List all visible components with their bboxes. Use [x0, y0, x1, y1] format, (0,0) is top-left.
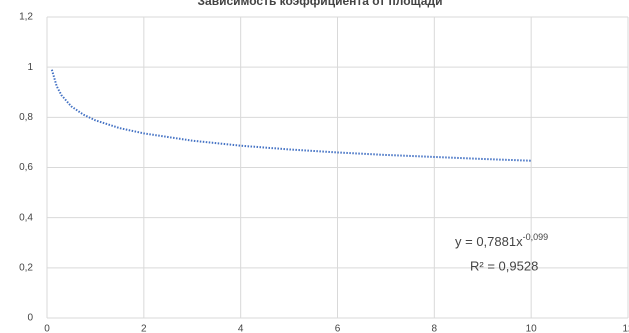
- y-tick-label: 1,2: [19, 12, 33, 23]
- x-tick-label: 4: [238, 324, 244, 333]
- y-tick-label: 0,2: [19, 262, 33, 273]
- x-tick-label: 2: [141, 324, 147, 333]
- y-tick-label: 0,8: [19, 112, 33, 123]
- trend-equation: y = 0,7881x-0,099: [455, 232, 548, 249]
- y-tick-label: 0,4: [19, 212, 33, 223]
- x-tick-label: 12: [622, 324, 629, 333]
- y-tick-label: 1: [27, 62, 33, 73]
- trend-line: [50, 69, 532, 162]
- x-tick-label: 8: [432, 324, 438, 333]
- x-tick-label: 0: [44, 324, 50, 333]
- exponent: -0,099: [523, 232, 549, 242]
- x-tick-label: 10: [526, 324, 538, 333]
- r-squared: R² = 0,9528: [470, 258, 538, 273]
- x-tick-label: 6: [335, 324, 341, 333]
- y-tick-label: 0: [27, 313, 33, 324]
- y-tick-label: 0,6: [19, 162, 33, 173]
- chart-title: Зависимость коэффициента от площади: [198, 0, 443, 8]
- equation: y = 0,7881x: [455, 234, 523, 249]
